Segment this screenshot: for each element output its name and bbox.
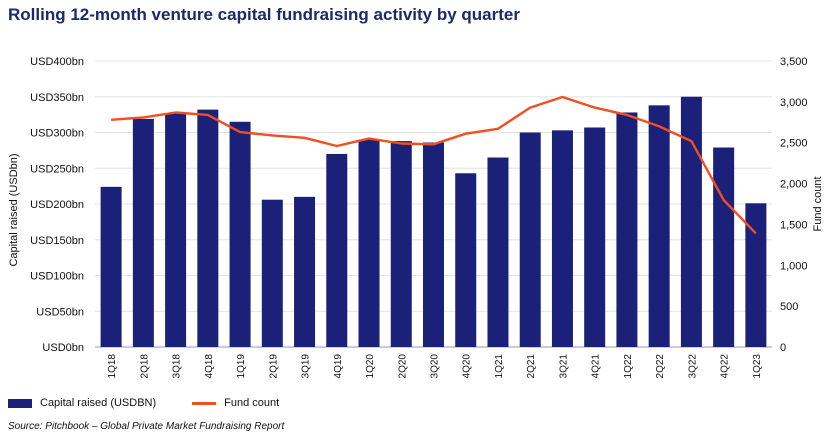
x-tick-label-2Q19: 2Q19 [268, 354, 279, 379]
left-tick-label: USD350bn [30, 92, 84, 104]
x-tick-label-2Q21: 2Q21 [526, 354, 537, 379]
bar-4Q19 [326, 153, 348, 347]
x-axis-ticks: 1Q18 2Q18 3Q18 4Q18 1Q19 2Q19 3Q19 4Q19 1Q20 2Q20… [107, 354, 763, 379]
x-tick-label-4Q19: 4Q19 [333, 354, 344, 379]
legend-swatch-bar [8, 398, 32, 408]
legend-label-fund-count: Fund count [224, 397, 280, 409]
right-tick-label: 2,500 [780, 138, 808, 150]
x-tick-label-4Q18: 4Q18 [204, 354, 215, 379]
left-tick-label: USD200bn [30, 199, 84, 211]
bar-series [100, 96, 767, 348]
legend-item-fund-count: Fund count [192, 397, 279, 409]
legend-label-capital: Capital raised (USDBN) [40, 397, 157, 409]
legend-item-capital: Capital raised (USDBN) [8, 397, 156, 409]
legend: Capital raised (USDBN) Fund count [8, 397, 315, 409]
x-tick-label-2Q22: 2Q22 [655, 354, 666, 379]
left-tick-label: USD300bn [30, 128, 84, 140]
left-tick-label: USD250bn [30, 163, 84, 175]
x-tick-label-3Q20: 3Q20 [430, 354, 441, 379]
left-tick-label: USD400bn [30, 56, 84, 68]
bar-2Q20 [390, 141, 412, 347]
bar-2Q19 [261, 199, 283, 347]
x-tick-label-4Q20: 4Q20 [462, 354, 473, 379]
bar-2Q22 [648, 105, 670, 347]
x-tick-label-2Q18: 2Q18 [139, 354, 150, 379]
bar-1Q21 [487, 157, 509, 347]
chart-area: USD0bn USD50bn USD100bn USD150bn USD200bn USD… [8, 56, 824, 379]
right-axis-ticks: 0 500 1,000 1,500 2,000 2,500 3,000 3,500 [780, 56, 808, 354]
right-tick-label: 3,000 [780, 97, 808, 109]
x-tick-label-3Q22: 3Q22 [687, 354, 698, 379]
bar-3Q18 [165, 113, 187, 347]
line-series [111, 95, 757, 235]
left-tick-label: USD0bn [42, 342, 84, 354]
x-tick-label-3Q21: 3Q21 [558, 354, 569, 379]
right-tick-label: 500 [780, 301, 798, 313]
bar-1Q18 [100, 186, 122, 347]
right-tick-label: 3,500 [780, 56, 808, 68]
left-tick-label: USD150bn [30, 235, 84, 247]
left-axis-ticks: USD0bn USD50bn USD100bn USD150bn USD200bn USD… [30, 56, 84, 354]
right-axis-label: Fund count [812, 176, 824, 231]
bar-2Q18 [132, 118, 154, 347]
left-tick-label: USD50bn [36, 306, 84, 318]
x-tick-label-4Q22: 4Q22 [720, 354, 731, 379]
x-tick-label-2Q20: 2Q20 [397, 354, 408, 379]
bar-3Q21 [551, 130, 573, 347]
bar-4Q21 [584, 127, 606, 348]
bar-4Q18 [197, 109, 219, 348]
x-tick-label-1Q22: 1Q22 [623, 354, 634, 379]
bar-3Q19 [294, 196, 316, 347]
bar-1Q22 [616, 112, 638, 347]
bar-1Q23 [745, 203, 767, 347]
right-tick-label: 1,000 [780, 260, 808, 272]
bar-2Q21 [519, 132, 541, 347]
x-tick-label-3Q19: 3Q19 [301, 354, 312, 379]
legend-swatch-line [192, 401, 217, 405]
bar-3Q22 [680, 96, 702, 347]
x-tick-label-4Q21: 4Q21 [591, 354, 602, 379]
right-tick-label: 2,000 [780, 179, 808, 191]
x-tick-label-1Q18: 1Q18 [107, 354, 118, 379]
source-note: Source: Pitchbook – Global Private Marke… [8, 421, 285, 432]
bar-1Q19 [229, 121, 251, 348]
x-tick-label-1Q23: 1Q23 [752, 354, 763, 379]
bar-3Q20 [423, 142, 444, 347]
bar-4Q20 [455, 173, 477, 347]
x-tick-label-1Q20: 1Q20 [365, 354, 376, 379]
x-tick-label-1Q19: 1Q19 [236, 354, 247, 379]
right-tick-label: 0 [780, 342, 786, 354]
left-axis-label: Capital raised (USDbn) [8, 153, 20, 266]
bar-4Q22 [713, 147, 735, 347]
right-tick-label: 1,500 [780, 219, 808, 231]
left-tick-label: USD100bn [30, 271, 84, 283]
chart-title: Rolling 12-month venture capital fundrai… [8, 5, 520, 24]
bar-1Q20 [358, 139, 380, 347]
x-tick-label-3Q18: 3Q18 [172, 354, 183, 379]
x-tick-label-1Q21: 1Q21 [494, 354, 505, 379]
